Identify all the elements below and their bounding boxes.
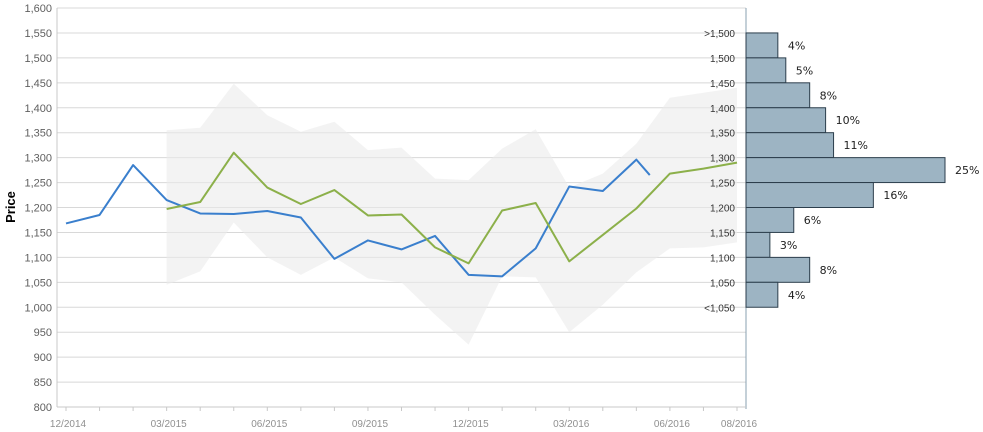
forecast-band-area xyxy=(166,83,737,345)
x-tick-label: 06/2016 xyxy=(654,419,691,430)
y-tick-label: 1,450 xyxy=(24,78,52,90)
x-tick-label: 09/2015 xyxy=(352,419,389,430)
x-tick-label: 08/2016 xyxy=(721,419,758,430)
forecast-band xyxy=(166,83,737,345)
histogram-percent-label: 8% xyxy=(820,264,837,277)
y-tick-label: 850 xyxy=(34,377,52,389)
histogram-bar xyxy=(745,82,811,109)
y-axis-ticks: 800 850 900 950 1,000 1,050 1,100 1,150 1,200 1,2… xyxy=(24,3,52,414)
x-tick-label: 06/2015 xyxy=(251,419,288,430)
y-tick-label: 1,300 xyxy=(24,153,52,165)
y-tick-label: 1,600 xyxy=(24,3,52,15)
histogram-bar xyxy=(745,182,874,208)
histogram-percent-label: 6% xyxy=(804,214,821,227)
histogram-percent-label: 3% xyxy=(780,239,797,252)
y-tick-label: 1,500 xyxy=(24,53,52,65)
histogram-bin-label: 1,100 xyxy=(710,253,735,264)
x-tick-label: 03/2016 xyxy=(553,419,590,430)
y-tick-label: 1,000 xyxy=(24,302,52,314)
histogram-bar xyxy=(745,281,779,308)
histogram-bin-label: 1,200 xyxy=(710,204,735,215)
y-tick-label: 1,350 xyxy=(24,128,52,140)
histogram-percent-label: 5% xyxy=(796,64,813,77)
y-tick-label: 1,550 xyxy=(24,28,52,40)
histogram-percent-label: 25% xyxy=(955,164,979,177)
forecast-series-line xyxy=(166,151,738,265)
histogram-percent-label: 8% xyxy=(820,89,837,102)
y-tick-label: 1,150 xyxy=(24,227,52,239)
histogram: 4% >1,500 5% 1,500 8% 1,450 10% 1,400 11% 1,350 25… xyxy=(704,29,979,314)
y-tick-label: 900 xyxy=(34,352,52,364)
y-tick-label: 1,200 xyxy=(24,203,52,215)
y-tick-label: 950 xyxy=(34,327,52,339)
y-tick-label: 1,100 xyxy=(24,252,52,264)
series-lines xyxy=(65,151,738,278)
histogram-bin-label: 1,450 xyxy=(710,79,735,90)
histogram-percent-label: 10% xyxy=(836,114,860,127)
x-tick-label: 12/2014 xyxy=(50,419,87,430)
histogram-bin-label: 1,300 xyxy=(710,154,735,165)
y-tick-label: 1,400 xyxy=(24,103,52,115)
actual-series-line xyxy=(65,158,651,278)
histogram-bin-label: 1,350 xyxy=(710,129,735,140)
x-tick-label: 03/2015 xyxy=(151,419,188,430)
histogram-percent-label: 11% xyxy=(844,139,868,152)
y-tick-label: 800 xyxy=(34,402,52,414)
histogram-bin-label: 1,400 xyxy=(710,104,735,115)
histogram-bin-label: 1,050 xyxy=(710,278,735,289)
y-axis-label: Price xyxy=(3,191,18,223)
histogram-bin-label: 1,500 xyxy=(710,54,735,65)
y-tick-label: 1,250 xyxy=(24,178,52,190)
histogram-bar xyxy=(745,132,835,159)
histogram-bin-label: <1,050 xyxy=(704,303,735,314)
histogram-percent-label: 4% xyxy=(788,39,805,52)
x-axis-ticks: 12/2014 03/2015 06/2015 09/2015 12/2015 03/20… xyxy=(50,407,758,430)
histogram-percent-label: 16% xyxy=(883,189,907,202)
histogram-bar xyxy=(745,231,771,258)
histogram-bar xyxy=(745,107,827,134)
histogram-percent-label: 4% xyxy=(788,289,805,302)
histogram-bin-label: 1,250 xyxy=(710,179,735,190)
histogram-bar xyxy=(745,207,795,233)
histogram-bin-label: >1,500 xyxy=(704,29,735,40)
x-tick-label: 12/2015 xyxy=(453,419,490,430)
histogram-bar xyxy=(745,256,811,283)
histogram-bin-label: 1,150 xyxy=(710,228,735,239)
histogram-bar xyxy=(745,157,946,184)
histogram-bar xyxy=(745,32,779,59)
histogram-bar xyxy=(745,57,787,84)
y-tick-label: 1,050 xyxy=(24,277,52,289)
